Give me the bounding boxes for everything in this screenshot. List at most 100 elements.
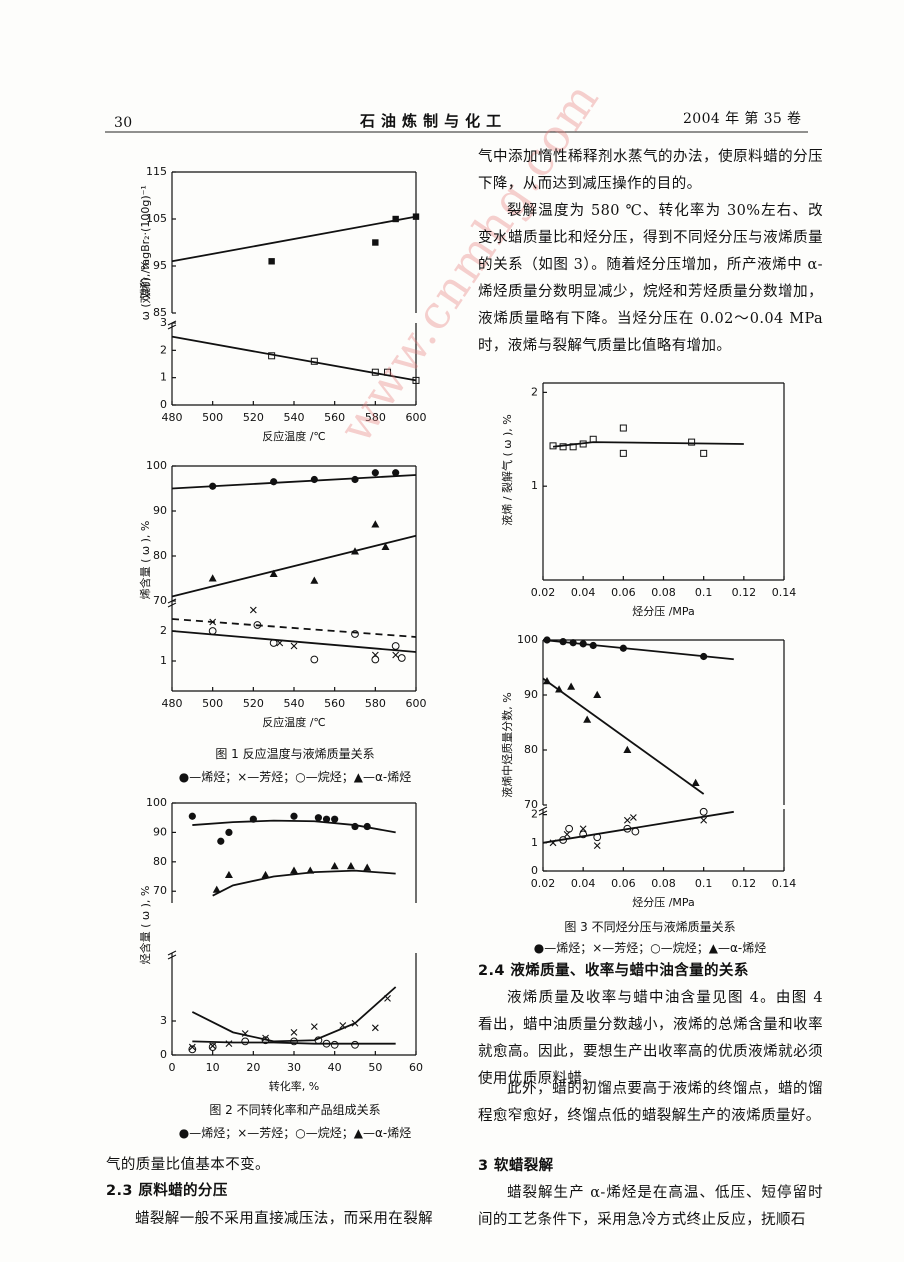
marker	[589, 641, 597, 650]
trend-line	[192, 1040, 396, 1045]
marker	[217, 837, 225, 845]
y-tick-label: 95	[153, 259, 167, 272]
marker	[397, 654, 406, 662]
x-tick-label: 500	[202, 411, 223, 424]
marker	[391, 642, 400, 650]
marker	[269, 569, 278, 577]
marker	[351, 1019, 359, 1027]
x-tick-label: 60	[409, 1061, 423, 1074]
marker	[262, 1034, 269, 1042]
x-axis-label: 反应温度 /℃	[262, 429, 326, 443]
marker	[381, 542, 390, 550]
marker	[623, 824, 632, 833]
marker	[623, 816, 631, 824]
marker	[700, 652, 708, 661]
marker	[290, 1037, 298, 1046]
marker	[188, 1043, 196, 1051]
issue: 2004 年 第 35 卷	[683, 111, 802, 127]
marker	[412, 376, 420, 384]
x-tick-label: 40	[328, 1061, 342, 1074]
x-tick-label: 480	[162, 697, 183, 710]
marker	[241, 1037, 250, 1046]
y-tick-label: 0	[531, 864, 538, 877]
y-tick-label: 3	[160, 316, 167, 329]
marker	[593, 833, 602, 842]
y-tick-label: 100	[146, 796, 167, 809]
marker	[392, 651, 400, 659]
x-tick-label: 520	[243, 411, 264, 424]
marker	[339, 1022, 347, 1029]
figure-caption: 图 1 反应温度与液烯质量关系	[215, 747, 375, 761]
marker	[631, 827, 640, 836]
marker	[290, 812, 298, 820]
marker	[208, 574, 217, 582]
y-axis-label: ω (双烯), %	[139, 260, 152, 321]
marker	[371, 368, 379, 376]
marker	[188, 812, 196, 820]
marker	[241, 1030, 249, 1037]
axis-break	[167, 950, 177, 960]
marker	[268, 258, 275, 265]
y-tick-label: 70	[153, 884, 167, 897]
marker	[268, 352, 276, 360]
x-tick-label: 30	[287, 1061, 301, 1074]
x-tick-label: 0.04	[571, 586, 596, 599]
y-tick-label: 2	[531, 385, 538, 398]
marker	[310, 475, 318, 484]
x-tick-label: 0.14	[772, 877, 797, 890]
x-tick-label: 50	[368, 1061, 382, 1074]
paragraph: 气的质量比值基本不变。	[106, 1157, 270, 1173]
y-tick-label: 80	[153, 549, 167, 562]
marker	[688, 438, 696, 446]
x-tick-label: 580	[365, 411, 386, 424]
marker	[261, 870, 270, 879]
y-tick-label: 1	[531, 479, 538, 492]
y-tick-label: 2	[160, 343, 167, 356]
x-tick-label: 0.1	[695, 586, 713, 599]
trend-line	[191, 986, 397, 1043]
marker	[322, 1039, 331, 1048]
x-tick-label: 500	[202, 697, 223, 710]
y-tick-label: 2	[160, 624, 167, 637]
marker	[306, 866, 315, 874]
x-tick-label: 0.02	[531, 877, 556, 890]
marker	[579, 640, 587, 648]
marker	[253, 621, 262, 629]
x-tick-label: 480	[162, 411, 183, 424]
trend-line	[542, 677, 705, 795]
figure-legend: ●—烯烃；×—芳烃；○—烷烃；▲—α-烯烃	[178, 770, 412, 784]
marker	[559, 836, 567, 844]
marker	[579, 440, 587, 448]
x-axis-label: 烃分压 /MPa	[632, 605, 695, 618]
y-tick-label: 70	[153, 594, 167, 607]
marker	[351, 630, 359, 638]
trend-line	[171, 215, 417, 263]
trend-line	[212, 869, 396, 897]
trend-line	[552, 441, 744, 448]
marker	[331, 815, 339, 823]
marker	[699, 807, 708, 816]
x-tick-label: 20	[246, 1061, 260, 1074]
marker	[593, 842, 601, 850]
marker	[330, 862, 339, 870]
marker	[310, 576, 319, 584]
trend-line	[542, 810, 734, 844]
y-tick-label: 90	[153, 504, 167, 517]
y-tick-label: 90	[524, 688, 538, 701]
marker	[208, 1043, 217, 1051]
paragraph: 蜡裂解一般不采用直接减压法，而采用在裂解	[135, 1211, 433, 1227]
marker	[392, 215, 399, 223]
paragraph: 裂解温度为 580 ℃、转化率为 30%左右、改变水蜡质量比和烃分压，得到不同烃…	[478, 203, 823, 354]
y-tick-label: 1	[160, 654, 167, 667]
figure-legend: ●—烯烃；×—芳烃；○—烷烃；▲—α-烯烃	[178, 1126, 412, 1140]
x-axis-label: 转化率, %	[269, 1079, 319, 1093]
y-tick-label: 80	[524, 743, 538, 756]
marker	[351, 1040, 359, 1049]
x-tick-label: 540	[284, 411, 305, 424]
x-tick-label: 600	[406, 697, 427, 710]
marker	[269, 639, 278, 647]
x-tick-label: 0.08	[651, 877, 676, 890]
marker	[629, 814, 637, 821]
marker	[372, 239, 379, 246]
marker	[579, 830, 588, 839]
